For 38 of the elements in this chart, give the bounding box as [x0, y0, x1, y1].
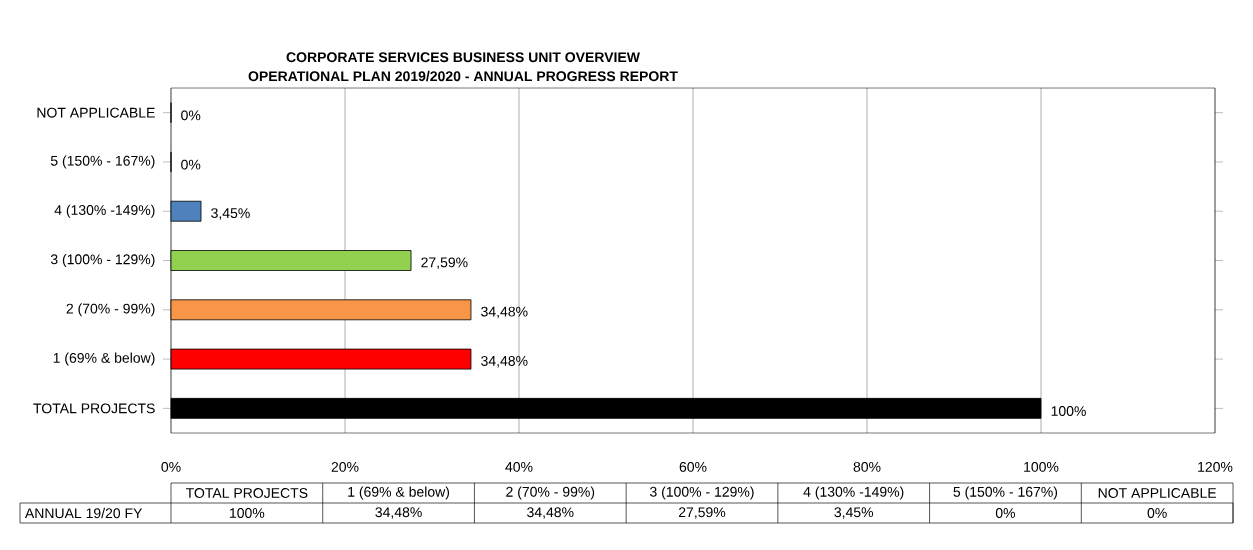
y-tick-label: 3 (100% - 129%) [50, 254, 155, 268]
category-label: 1 (69% & below) [348, 486, 450, 500]
y-tick-label: 5 (150% - 167%) [50, 155, 155, 169]
text: 0% [1147, 508, 1167, 518]
x-tick-label: 20% [331, 461, 359, 472]
y-tick-label: 2 (70% - 99%) [66, 303, 155, 317]
data-label: 34,48% [481, 306, 528, 319]
category-label: 2 (70% - 99%) [506, 486, 595, 500]
data-label: 27,59% [421, 257, 468, 269]
text: 27,59% [678, 507, 726, 519]
x-tick-label: 120% [1198, 461, 1233, 472]
category-label: TOTAL PROJECTS [185, 488, 308, 498]
category-label: NOT APPLICABLE [1098, 488, 1217, 498]
text: 100% [230, 508, 265, 518]
data-label: 100% [1051, 406, 1086, 416]
text: 34,48% [527, 507, 574, 519]
chart-subtitle: OPERATIONAL PLAN 2019/2020 - ANNUAL PROGRESS REPORT [248, 70, 678, 82]
y-tick-label: TOTAL PROJECTS [33, 403, 155, 414]
data-label: 0% [181, 159, 201, 170]
x-tick-label: 40% [505, 461, 533, 472]
chart-title: CORPORATE SERVICES BUSINESS UNIT OVERVIEW [286, 52, 640, 63]
y-tick-label: 4 (130% -149%) [54, 204, 155, 218]
y-tick-label: NOT APPLICABLE [37, 107, 155, 118]
category-label: 3 (100% - 129%) [650, 486, 754, 500]
x-tick-label: 100% [1024, 461, 1059, 472]
category-label: 4 (130% -149%) [803, 486, 904, 500]
text: 34,48% [375, 507, 422, 519]
x-tick-label: 80% [853, 461, 881, 472]
text: 3,45% [834, 507, 874, 519]
text: 0% [995, 508, 1016, 518]
category-label: 5 (150% - 167%) [953, 486, 1058, 500]
x-tick-label: 60% [679, 461, 707, 472]
x-tick-label: 0% [161, 461, 181, 472]
data-label: 3,45% [211, 208, 250, 220]
data-label: 0% [181, 110, 201, 121]
text: ANNUAL 19/20 FY [24, 507, 143, 519]
data-label: 34,48% [481, 355, 528, 368]
y-tick-label: 1 (69% & below) [53, 352, 155, 366]
